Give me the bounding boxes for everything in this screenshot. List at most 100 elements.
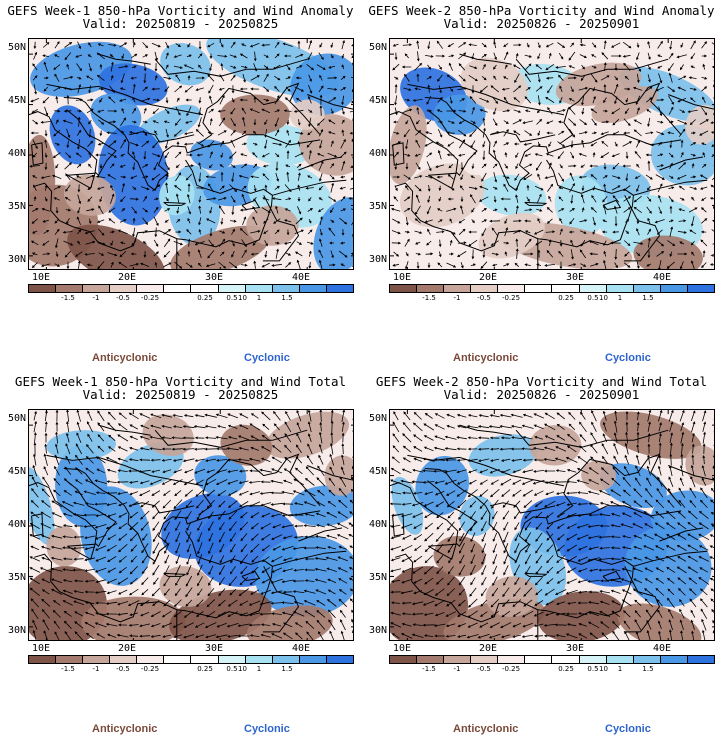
coastline <box>67 172 96 190</box>
colorbar-swatch <box>525 656 553 663</box>
coastline <box>29 480 117 547</box>
coastline <box>198 453 321 516</box>
vorticity-map <box>28 38 354 270</box>
colorbar-tick: 1.5 <box>281 294 293 302</box>
coastline <box>459 53 512 65</box>
coastline <box>128 131 195 143</box>
lat-label: 45N <box>7 95 26 106</box>
vorticity-region <box>135 104 201 145</box>
coastline <box>428 172 457 190</box>
coastline <box>241 570 261 582</box>
axis-ticks <box>390 39 714 269</box>
colorbar-unit: 10 <box>599 665 608 673</box>
lon-label: 30E <box>566 272 585 283</box>
colorbar-tick: -1 <box>453 294 461 302</box>
colorbar <box>389 284 715 293</box>
panel-title: GEFS Week-1 850-hPa Vorticity and Wind A… <box>7 3 354 18</box>
colorbar-tick: 0.5 <box>587 665 599 673</box>
colorbar-tick: -0.5 <box>477 294 491 302</box>
colorbar-swatch <box>110 285 138 292</box>
vorticity-region <box>220 94 290 135</box>
lat-label: 40N <box>368 519 387 530</box>
colorbar-tick: 0.5 <box>587 294 599 302</box>
wind-vectors <box>391 40 714 269</box>
lat-label: 45N <box>368 466 387 477</box>
colorbar <box>28 284 354 293</box>
panel-title: GEFS Week-1 850-hPa Vorticity and Wind T… <box>14 374 347 389</box>
panel-week1-total: GEFS Week-1 850-hPa Vorticity and Wind T… <box>0 371 361 742</box>
colorbar-tick: 0.5 <box>226 294 238 302</box>
colorbar-swatch <box>660 285 688 292</box>
coastline <box>34 530 273 623</box>
lon-label: 30E <box>566 643 585 654</box>
colorbar-swatch <box>83 656 111 663</box>
coastline <box>395 530 634 623</box>
vorticity-region <box>538 591 625 640</box>
vorticity-region <box>49 105 96 165</box>
coastline <box>623 566 661 633</box>
wind-vectors <box>390 410 714 640</box>
vorticity-region <box>29 466 55 545</box>
vorticity-region <box>485 576 538 617</box>
colorbar-swatch <box>56 285 84 292</box>
colorbar-swatch <box>498 285 526 292</box>
vorticity-region <box>633 235 703 269</box>
legend-anticyclonic: Anticyclonic <box>453 352 519 364</box>
colorbar-swatch <box>299 285 327 292</box>
lon-label: 40E <box>292 643 311 654</box>
vorticity-region <box>520 134 573 176</box>
coastline <box>668 94 714 110</box>
vorticity-map <box>389 409 715 641</box>
lat-label: 30N <box>368 254 387 265</box>
colorbar-swatch <box>245 656 273 663</box>
lat-label: 40N <box>7 519 26 530</box>
coastline <box>633 179 708 196</box>
colorbar-tick: 1 <box>617 294 623 302</box>
lat-label: 50N <box>368 42 387 53</box>
colorbar-swatch <box>417 285 445 292</box>
lat-label: 40N <box>7 148 26 159</box>
axis-ticks <box>29 410 353 640</box>
panel-week2-total: GEFS Week-2 850-hPa Vorticity and Wind T… <box>361 371 722 742</box>
colorbar-swatch <box>326 285 353 292</box>
colorbar-tick: -0.25 <box>501 665 521 673</box>
colorbar-swatch <box>390 656 418 663</box>
lat-label: 30N <box>368 625 387 636</box>
vorticity-region <box>460 57 528 112</box>
colorbar-swatch <box>444 656 472 663</box>
colorbar-swatch <box>444 285 472 292</box>
panel-valid-range: Valid: 20250819 - 20250825 <box>82 16 279 31</box>
colorbar-swatch <box>218 656 246 663</box>
vorticity-region <box>98 124 169 226</box>
colorbar-swatch <box>687 656 714 663</box>
colorbar-swatch <box>498 656 526 663</box>
colorbar-swatch <box>137 285 165 292</box>
legend-cyclonic: Cyclonic <box>605 352 651 364</box>
colorbar-swatch <box>552 285 580 292</box>
lat-label: 50N <box>7 413 26 424</box>
coastline <box>272 550 347 567</box>
vorticity-region <box>399 163 485 228</box>
colorbar-swatch <box>272 285 300 292</box>
colorbar-tick: -0.5 <box>116 294 130 302</box>
colorbar-tick: -0.5 <box>477 665 491 673</box>
colorbar-swatch <box>272 656 300 663</box>
colorbar-tick: -1 <box>453 665 461 673</box>
colorbar-swatch <box>110 656 138 663</box>
vorticity-region <box>142 414 194 457</box>
colorbar-swatch <box>326 656 353 663</box>
vorticity-region <box>433 535 486 577</box>
lon-label: 10E <box>393 643 412 654</box>
colorbar-tick: 0.25 <box>197 294 213 302</box>
colorbar-swatch <box>525 285 553 292</box>
lon-label: 20E <box>118 272 137 283</box>
coastline <box>46 454 203 487</box>
colorbar-swatch <box>29 656 57 663</box>
lat-label: 35N <box>368 572 387 583</box>
vorticity-region <box>478 212 545 259</box>
coastline <box>515 58 669 77</box>
vorticity-region <box>313 197 353 269</box>
coastline <box>307 94 353 110</box>
coastline <box>424 97 682 192</box>
coastline <box>559 82 682 145</box>
